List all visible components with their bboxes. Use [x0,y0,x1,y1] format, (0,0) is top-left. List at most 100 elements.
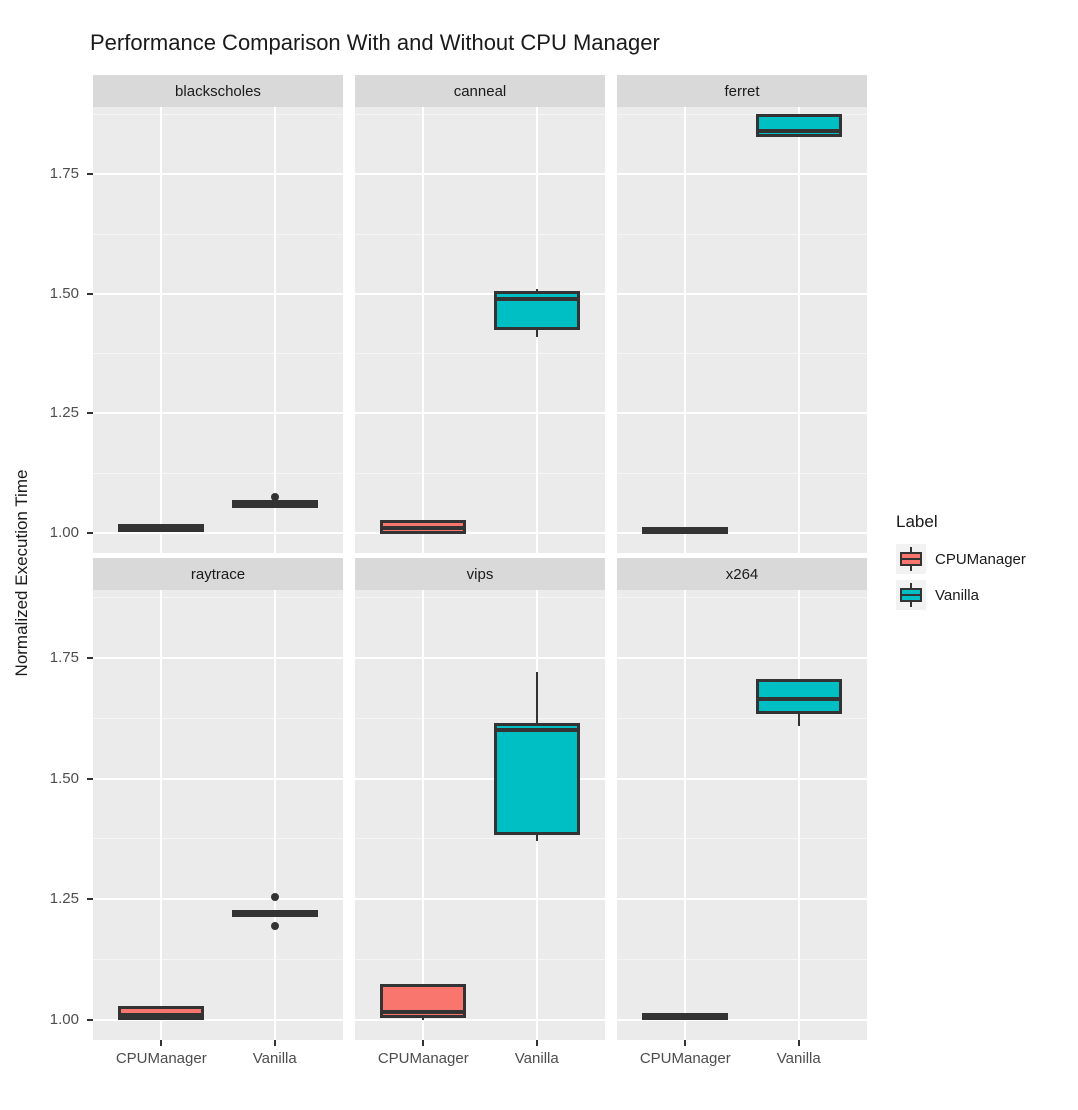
y-tick-label: 1.50 [49,769,79,787]
y-axis-title: Normalized Execution Time [12,469,31,677]
facet-panel-blackscholes [93,107,343,553]
gridline-major-y [617,173,867,176]
legend-item-vanilla: Vanilla [896,580,1026,610]
median-line [642,529,729,533]
gridline-minor-y [617,233,867,235]
gridline-minor-y [617,717,867,719]
gridline-minor-y [93,597,343,599]
gridline-major-y [355,173,605,176]
gridline-major-y [617,531,867,534]
gridline-major-y [355,412,605,415]
gridline-major-x [684,590,687,1040]
facet-strip-vips: vips [355,558,605,590]
median-line [380,526,467,531]
gridline-major-y [355,657,605,659]
legend-title: Label [896,512,938,531]
gridline-major-y [93,777,343,780]
gridline-major-y [617,412,867,415]
gridline-minor-y [617,353,867,355]
gridline-minor-y [93,838,343,840]
y-tick-label: 1.25 [49,890,79,908]
legend-key-boxplot-glyph [896,580,926,610]
facet-strip-raytrace: raytrace [93,558,343,590]
x-tick-mark [273,1040,276,1046]
gridline-minor-y [355,958,605,960]
gridline-major-x [422,590,425,1040]
gridline-major-y [617,657,867,659]
y-tick-mark [87,173,93,176]
facet-strip-blackscholes: blackscholes [93,75,343,107]
gridline-major-x [273,590,276,1040]
median-line [755,129,842,134]
facet-strip-x264: x264 [617,558,867,590]
gridline-major-y [617,1018,867,1021]
facet-panel-raytrace [93,590,343,1040]
gridline-minor-y [355,597,605,599]
boxplot-glyph-icon [900,552,922,566]
gridline-major-x [160,590,163,1040]
y-tick-mark [87,292,93,295]
median-line [642,1014,729,1019]
chart-title: Performance Comparison With and Without … [90,30,660,55]
x-tick-label: Vanilla [252,1050,297,1067]
gridline-major-x [797,590,800,1040]
gridline-major-y [93,173,343,176]
gridline-major-x [273,107,276,553]
y-tick-mark [87,657,93,659]
facet-strip-ferret: ferret [617,75,867,107]
median-line [118,1012,205,1017]
gridline-minor-y [355,717,605,719]
gridline-minor-y [355,233,605,235]
gridline-major-y [93,657,343,659]
x-tick-mark [535,1040,538,1046]
gridline-minor-y [355,114,605,116]
facet-panel-x264 [617,590,867,1040]
gridline-major-y [355,898,605,901]
x-tick-label: CPUManager [115,1050,207,1067]
x-tick-mark [684,1040,687,1046]
y-tick-mark [87,412,93,415]
x-tick-label: Vanilla [776,1050,821,1067]
outlier-point [270,921,279,930]
gridline-minor-y [93,353,343,355]
gridline-major-y [355,777,605,780]
gridline-major-y [355,1018,605,1021]
boxplot-box-vanilla [493,722,580,835]
y-tick-label: 1.00 [49,523,79,541]
median-line [380,1010,467,1015]
boxplot-glyph-icon [900,588,922,602]
gridline-minor-y [355,838,605,840]
legend-label: CPUManager [935,550,1026,568]
median-line [493,728,580,733]
facet-panel-ferret [617,107,867,553]
gridline-minor-y [93,717,343,719]
gridline-major-x [422,107,425,553]
y-tick-label: 1.75 [49,649,79,666]
gridline-minor-y [617,472,867,474]
x-tick-mark [422,1040,425,1046]
gridline-major-y [355,531,605,534]
gridline-major-y [93,412,343,415]
glyph-median [902,558,920,560]
gridline-minor-y [93,472,343,474]
gridline-minor-y [617,114,867,116]
y-tick-label: 1.75 [49,165,79,183]
median-line [231,502,318,507]
outlier-point [270,493,279,502]
y-tick-label: 1.50 [49,284,79,302]
gridline-major-x [684,107,687,553]
y-tick-mark [87,531,93,534]
y-tick-mark [87,898,93,901]
x-tick-mark [160,1040,163,1046]
gridline-major-y [93,531,343,534]
gridline-major-y [617,898,867,901]
median-line [493,296,580,301]
y-tick-mark [87,1018,93,1021]
y-tick-mark [87,777,93,780]
legend-key-boxplot-glyph [896,544,926,574]
median-line [118,526,205,531]
outlier-point [270,892,279,901]
legend-item-cpumanager: CPUManager [896,544,1026,574]
gridline-major-y [617,292,867,295]
